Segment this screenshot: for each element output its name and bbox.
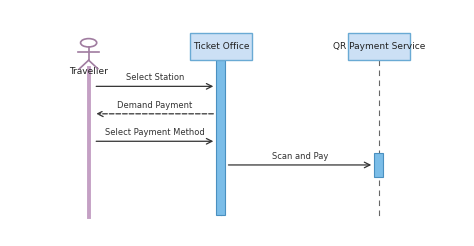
- Bar: [217, 60, 225, 215]
- Bar: [374, 153, 383, 177]
- Text: Traveller: Traveller: [69, 67, 108, 77]
- Text: Demand Payment: Demand Payment: [117, 101, 192, 110]
- Text: Select Payment Method: Select Payment Method: [105, 128, 205, 137]
- Text: Ticket Office: Ticket Office: [192, 42, 249, 51]
- Bar: [190, 33, 252, 60]
- Text: QR Payment Service: QR Payment Service: [333, 42, 425, 51]
- Bar: [347, 33, 410, 60]
- Text: Select Station: Select Station: [126, 73, 184, 82]
- Text: Scan and Pay: Scan and Pay: [272, 152, 328, 161]
